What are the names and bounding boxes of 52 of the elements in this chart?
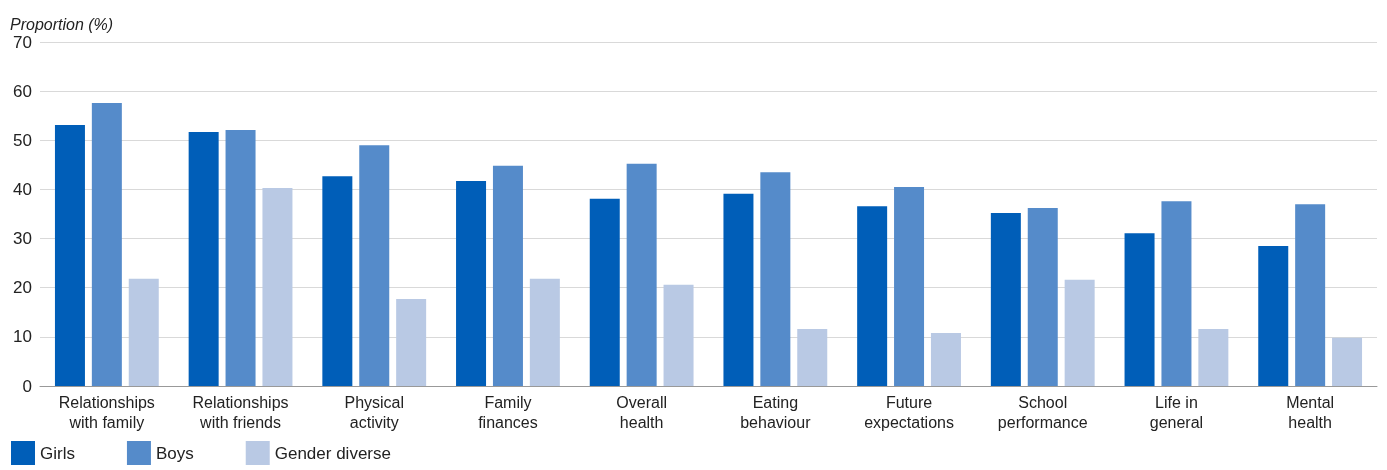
bar	[930, 332, 961, 386]
bar	[760, 172, 791, 386]
bar	[857, 206, 888, 386]
bar	[1198, 328, 1229, 386]
bar	[262, 187, 293, 386]
y-tick-label: 20	[13, 278, 32, 298]
bar	[322, 176, 353, 386]
bar	[359, 145, 390, 386]
bar	[1027, 208, 1058, 386]
x-tick-label: Overall health	[616, 393, 667, 431]
bar	[188, 131, 219, 386]
bar	[225, 129, 256, 386]
x-tick-label: Family finances	[478, 393, 538, 431]
bar	[1064, 279, 1095, 386]
bar	[663, 284, 694, 386]
y-tick-label: 10	[13, 327, 32, 347]
y-tick-label: 50	[13, 130, 32, 150]
bar	[1258, 245, 1289, 386]
bar	[589, 198, 620, 386]
bar	[626, 163, 657, 386]
bar	[54, 125, 85, 386]
x-tick-label: Relationships with friends	[192, 393, 289, 431]
y-axis-title: Proportion (%)	[10, 15, 114, 33]
x-tick-label: Future expectations	[864, 393, 954, 431]
bar	[529, 278, 560, 386]
x-tick-label: Life in general	[1149, 393, 1204, 431]
bar	[1161, 201, 1192, 386]
bar	[396, 299, 427, 386]
x-tick-label: Mental health	[1286, 393, 1335, 431]
y-tick-label: 70	[13, 32, 32, 52]
bar	[797, 328, 828, 386]
bar	[1332, 337, 1363, 386]
x-tick-label: Physical activity	[344, 393, 405, 431]
y-tick-label: 40	[13, 179, 32, 199]
bar	[1295, 204, 1326, 386]
x-tick-label: School performance	[997, 393, 1088, 431]
y-tick-label: 60	[13, 81, 32, 101]
y-tick-label: 0	[22, 376, 32, 396]
bar	[723, 193, 754, 386]
legend-label: Girls	[40, 443, 75, 463]
legend-label: Gender diverse	[274, 443, 391, 463]
bar	[1124, 233, 1155, 386]
bar	[91, 102, 122, 386]
legend-label: Boys	[155, 443, 194, 463]
bar	[128, 278, 159, 386]
bar	[456, 181, 487, 386]
bar	[492, 165, 523, 386]
x-tick-label: Eating behaviour	[740, 393, 812, 431]
y-tick-label: 30	[13, 229, 32, 249]
bar	[894, 186, 925, 386]
x-tick-label: Relationships with family	[58, 393, 155, 431]
bar	[990, 213, 1021, 386]
